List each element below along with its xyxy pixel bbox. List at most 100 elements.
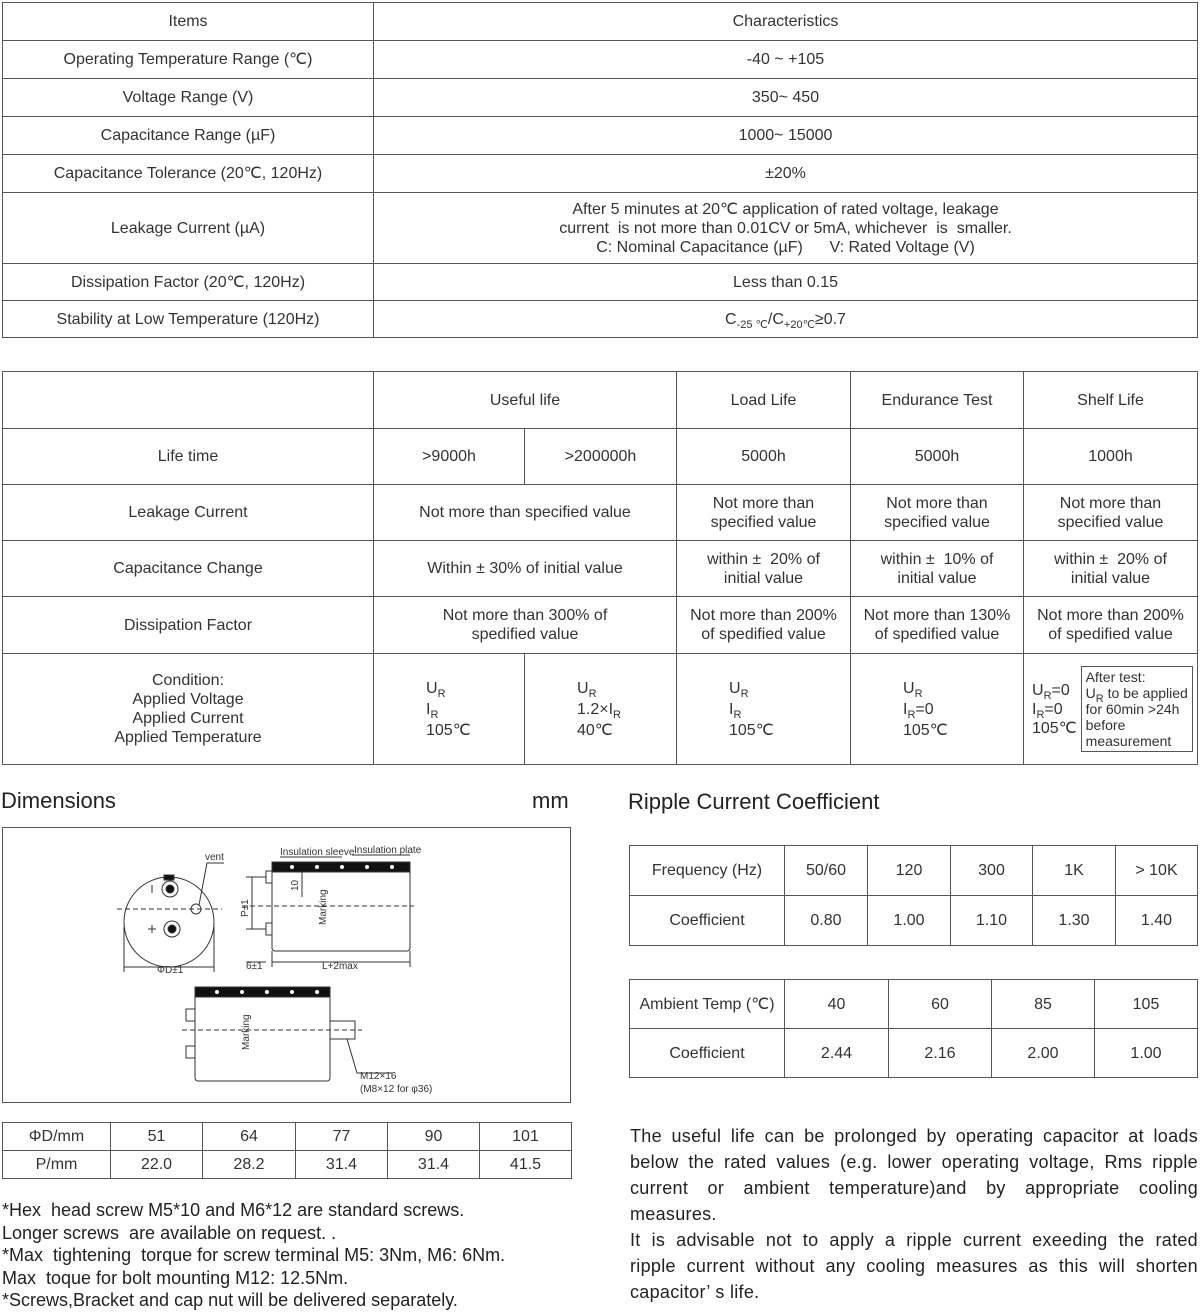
subscript: R [1036, 708, 1045, 721]
text: current is not more than 0.01CV or 5mA, … [559, 219, 1012, 237]
value-cell: 2.16 [888, 1028, 992, 1078]
dimension-drawing: vent Insulation sleeve Insulation plate … [2, 827, 571, 1103]
text: Not more than [712, 494, 815, 512]
text: U [577, 679, 589, 697]
header-cell: Endurance Test [850, 371, 1024, 429]
line: C: Nominal Capacitance (µF) V: Rated Vol… [378, 238, 1193, 257]
notes: *Hex head screw M5*10 and M6*12 are stan… [2, 1199, 505, 1312]
text: 105℃ [1032, 719, 1077, 737]
subscript: R [914, 687, 923, 700]
label-cell: Ambient Temp (℃) [629, 979, 785, 1029]
paragraph-line: current or ambient temperature)and by ap… [630, 1178, 1198, 1198]
drawing-label: (M8×12 for φ36) [360, 1084, 432, 1095]
header-cell: Useful life [373, 371, 677, 429]
line: C-25 ℃/C+20℃≥0.7 [378, 310, 1193, 331]
line: for 60min >24h [1086, 701, 1188, 717]
value-cell: 120 [867, 845, 951, 896]
value-cell: ±20% [373, 154, 1198, 193]
front-view [117, 862, 224, 972]
text: U [903, 679, 915, 697]
drawing-label: Insulation plate [354, 845, 422, 856]
dimension-table: ΦD/mm 51 64 77 90 101 P/mm 22.0 28.2 31.4 31.4 41.5 [2, 1122, 572, 1179]
text: Applied Voltage [132, 691, 244, 708]
note-line: Longer screws are available on request. … [2, 1222, 337, 1243]
paragraph-line: It is advisable not to apply a ripple cu… [630, 1230, 1198, 1250]
text: 105℃ [426, 721, 471, 739]
text: ≥0.7 [814, 310, 846, 328]
row: Frequency (Hz) 50/60 120 300 1K > 10K [629, 845, 1198, 896]
line: After test: [1086, 669, 1188, 685]
row: Dissipation Factor (20℃, 120Hz) Less than… [2, 263, 1198, 301]
text: Life time [157, 448, 219, 465]
label-cell: Dissipation Factor [2, 596, 374, 654]
header-row: Items Characteristics [2, 2, 1198, 41]
value-cell: 101 [479, 1122, 572, 1151]
line: Not more than 200% [681, 606, 846, 625]
value-cell: >200000h [524, 428, 677, 485]
subscript: R [613, 708, 621, 721]
drawing-label: Marking [241, 1014, 252, 1050]
subscript: R [733, 708, 742, 721]
drawing-frame [2, 827, 571, 1103]
bottom-view [182, 986, 392, 1082]
text: measurement [1085, 733, 1172, 749]
value-cell: 28.2 [202, 1150, 296, 1179]
value-cell: 85 [991, 979, 1095, 1029]
value-cell: Not more than 130% of spedified value [850, 596, 1024, 654]
row: Capacitance Tolerance (20℃, 120Hz) ±20% [2, 154, 1198, 193]
drawing-label: 10 [290, 879, 301, 891]
line: initial value [1028, 569, 1193, 588]
temperature-table: Ambient Temp (℃) 40 60 85 105 Coefficient 2.44… [629, 979, 1198, 1078]
text: specified value [710, 513, 817, 531]
text: Capacitance Change [113, 560, 263, 577]
subscript: R [437, 687, 446, 700]
line: Applied Temperature [7, 728, 369, 747]
row: Coefficient 0.80 1.00 1.10 1.30 1.40 [629, 895, 1198, 946]
line: specified value [681, 513, 846, 532]
text: within ± 20% of [707, 550, 820, 568]
label-cell: Capacitance Change [2, 540, 374, 597]
value-cell: 5000h [676, 428, 851, 485]
row: Capacitance Range (µF) 1000~ 15000 [2, 116, 1198, 155]
value-cell: 0.80 [784, 895, 868, 946]
drawing-label: Marking [318, 889, 329, 925]
value-cell: >9000h [373, 428, 525, 485]
header-row: Useful life Load Life Endurance Test Shelf … [2, 371, 1198, 429]
text: I [903, 700, 908, 718]
line: within ± 20% of [1028, 550, 1193, 569]
note-line: Max toque for bolt mounting M12: 12.5Nm. [2, 1267, 349, 1288]
value-cell: Within ± 30% of initial value [373, 540, 677, 597]
line: Not more than 300% of [378, 606, 672, 625]
side-view [242, 854, 414, 967]
subscript: R [1095, 693, 1104, 705]
value-cell: C-25 ℃/C+20℃≥0.7 [373, 300, 1198, 338]
ripple-title: Ripple Current Coefficient [628, 789, 880, 814]
line: IR=0 [1032, 700, 1077, 721]
value-cell: 90 [387, 1122, 480, 1151]
line: UR [903, 678, 1019, 700]
value-cell: 1.40 [1115, 895, 1198, 946]
value-cell: within ± 10% of initial value [850, 540, 1024, 597]
ripple-text: The useful life can be prolonged by oper… [630, 1123, 1198, 1305]
header-cell: Items [2, 2, 374, 41]
value-cell: 60 [888, 979, 992, 1029]
text: U [1085, 685, 1096, 701]
drawing-label: Insulation sleeve [280, 847, 355, 858]
text: Not more than specified value [419, 504, 631, 521]
row: Ambient Temp (℃) 40 60 85 105 [629, 979, 1198, 1029]
drawing-label: L+2max [322, 961, 358, 972]
value-cell: Not more than specified value [373, 484, 677, 541]
row: Life time >9000h >200000h 5000h 5000h 1000h [2, 428, 1198, 485]
text: Leakage Current [128, 504, 248, 521]
text: Applied Current [132, 710, 244, 727]
line: Condition: [7, 671, 369, 690]
text: C: Nominal Capacitance (µF) V: Rated Vol… [596, 238, 975, 256]
line: 105℃ [903, 720, 1019, 741]
value-cell: Not more than specified value [1023, 484, 1198, 541]
value-cell: Not more than 200% of spedified value [676, 596, 851, 654]
value-cell: 1.10 [950, 895, 1033, 946]
row: Leakage Current Not more than specified v… [2, 484, 1198, 541]
label-cell: P/mm [2, 1150, 111, 1179]
